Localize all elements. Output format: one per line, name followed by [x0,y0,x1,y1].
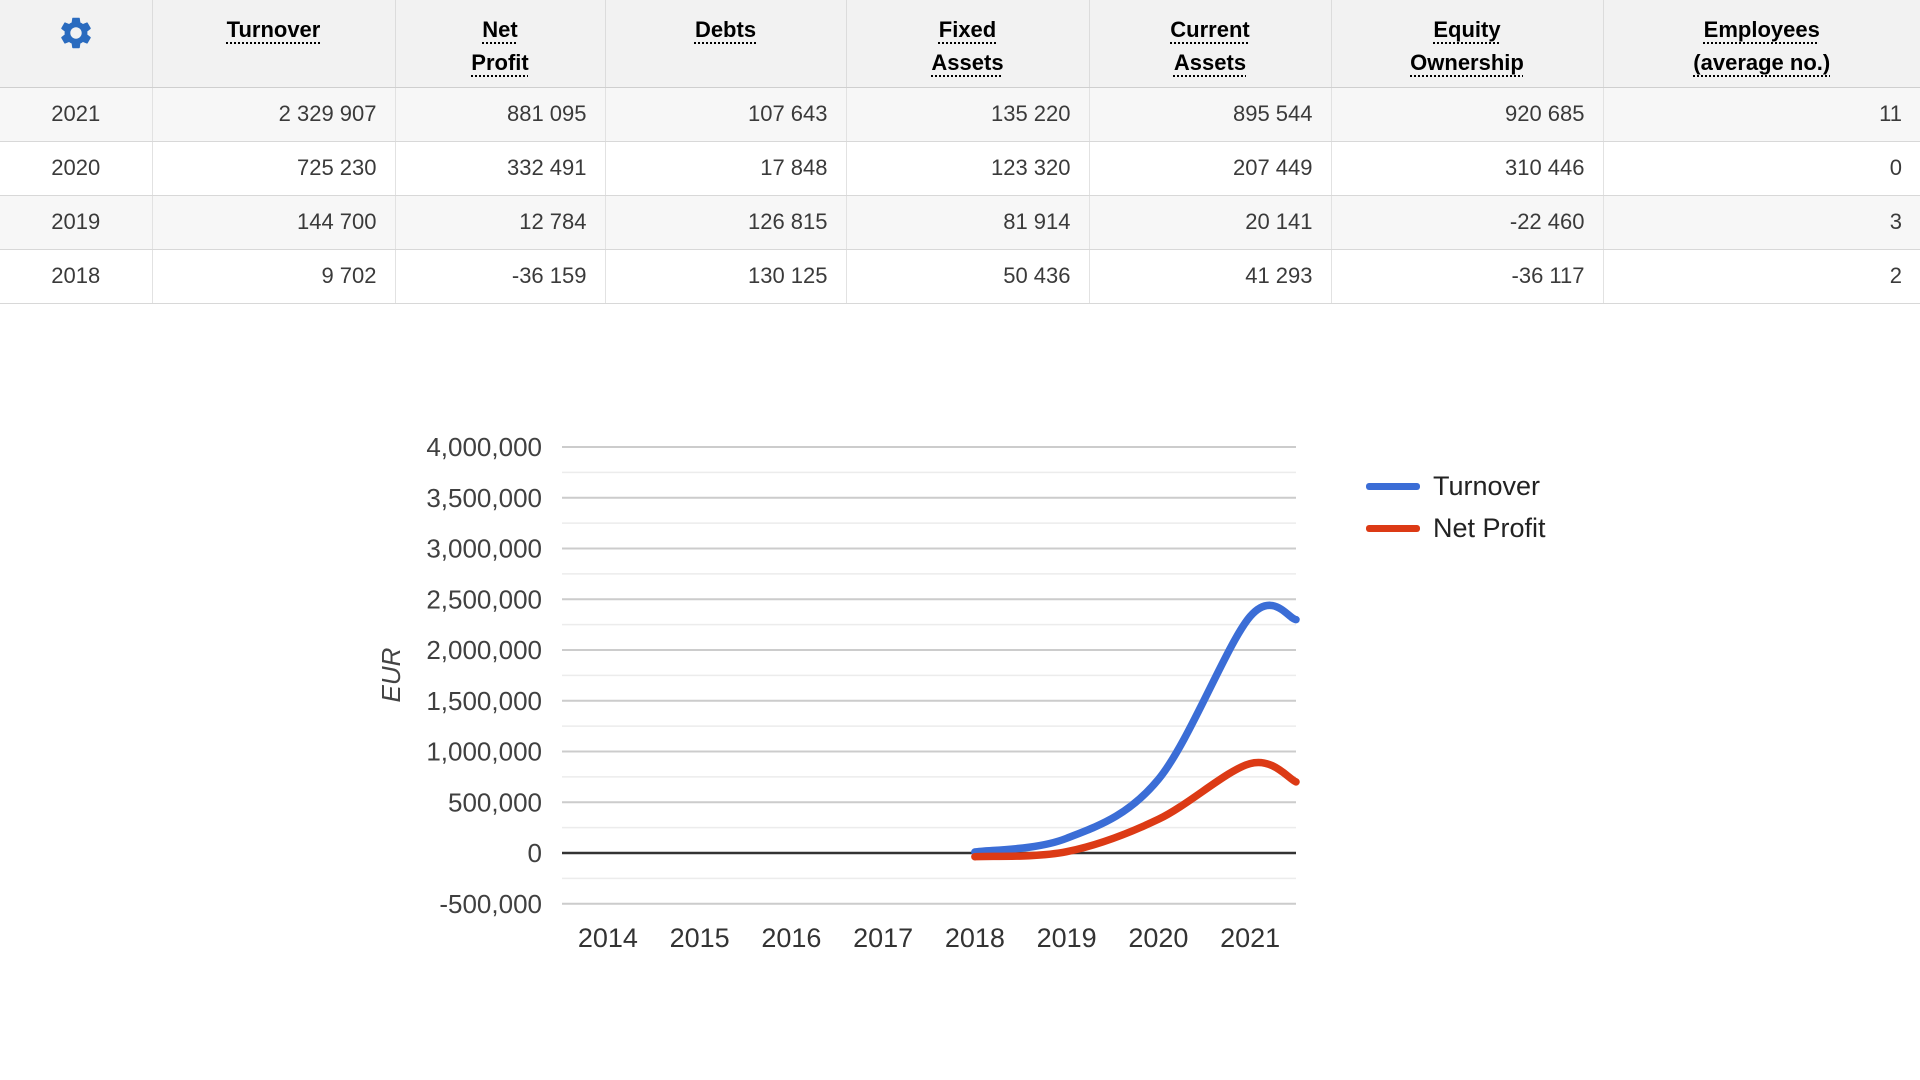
value-cell: 207 449 [1089,141,1332,196]
eur-axis-label: EUR [376,648,406,703]
y-axis-tick-label: 1,000,000 [426,737,542,767]
value-cell: 9 702 [152,249,396,304]
legend-item-turnover[interactable]: Turnover [1366,469,1546,503]
value-cell: 135 220 [846,87,1090,142]
x-axis-tick-label: 2017 [853,923,913,953]
financials-table: Turnover Net Profit Debts Fixed Assets Curre… [0,0,1920,304]
y-axis-tick-label: 2,500,000 [426,584,542,614]
value-cell: 41 293 [1089,249,1332,304]
x-axis-tick-label: 2019 [1037,923,1097,953]
legend-item-net-profit[interactable]: Net Profit [1366,511,1546,545]
value-cell: 12 784 [395,195,606,250]
value-cell: -22 460 [1331,195,1604,250]
column-header: Equity Ownership [1331,0,1604,88]
value-cell: 107 643 [605,87,847,142]
value-cell: 895 544 [1089,87,1332,142]
year-cell: 2018 [0,249,153,304]
value-cell: 725 230 [152,141,396,196]
table-row: 2018 9 702 -36 159 130 125 50 436 41 293 -36 1… [0,249,1920,304]
y-axis-tick-label: 500,000 [448,787,542,817]
value-cell: 881 095 [395,87,606,142]
column-header: Turnover [152,0,396,88]
turnover-line[interactable] [971,601,1300,856]
legend-label-net-profit: Net Profit [1433,512,1546,543]
column-header: Current Assets [1089,0,1332,88]
year-cell: 2019 [0,195,153,250]
column-header: Fixed Assets [846,0,1090,88]
table-row: 2021 2 329 907 881 095 107 643 135 220 895 54… [0,87,1920,142]
value-cell: 310 446 [1331,141,1604,196]
x-axis-tick-label: 2016 [761,923,821,953]
column-header-label[interactable]: Equity Ownership [1410,17,1524,75]
chart-legend: Turnover Net Profit [1366,469,1546,553]
value-cell: 144 700 [152,195,396,250]
y-axis-tick-label: -500,000 [439,889,542,919]
y-axis-tick-label: 0 [528,838,542,868]
financials-chart: -500,000 0 500,000 1,000,000 1,500,000 2,000,… [340,420,1900,1020]
turnover-line-swatch [1366,482,1420,490]
column-header: Employees (average no.) [1603,0,1920,88]
value-cell: 126 815 [605,195,847,250]
y-axis-tick-label: 3,500,000 [426,483,542,513]
column-header-label[interactable]: Fixed Assets [931,17,1004,75]
column-header-label[interactable]: Current Assets [1170,17,1250,75]
table-row: 2019 144 700 12 784 126 815 81 914 20 141 -22 … [0,195,1920,250]
y-axis-tick-label: 4,000,000 [426,432,542,462]
value-cell: -36 117 [1331,249,1604,304]
value-cell: -36 159 [395,249,606,304]
value-cell: 0 [1603,141,1920,196]
x-axis-tick-label: 2014 [578,923,638,953]
y-axis-tick-label: 1,500,000 [426,686,542,716]
column-header-label[interactable]: Net Profit [471,17,529,75]
table-header-row: Turnover Net Profit Debts Fixed Assets Curre… [0,0,1920,88]
value-cell: 123 320 [846,141,1090,196]
value-cell: 81 914 [846,195,1090,250]
value-cell: 20 141 [1089,195,1332,250]
gear-icon[interactable] [57,14,95,52]
column-header: Debts [605,0,847,88]
year-cell: 2020 [0,141,153,196]
y-axis-tick-label: 3,000,000 [426,534,542,564]
x-axis-tick-label: 2021 [1220,923,1280,953]
column-header-label[interactable]: Debts [694,17,757,42]
x-axis-tick-label: 2018 [945,923,1005,953]
legend-label-turnover: Turnover [1433,470,1541,501]
value-cell: 2 329 907 [152,87,396,142]
value-cell: 11 [1603,87,1920,142]
table-row: 2020 725 230 332 491 17 848 123 320 207 449 31… [0,141,1920,196]
x-axis-tick-label: 2015 [670,923,730,953]
y-axis-tick-label: 2,000,000 [426,635,542,665]
net-profit-line-swatch [1366,524,1420,532]
net-profit-line[interactable] [971,758,1300,861]
settings-header-cell[interactable] [0,0,153,88]
value-cell: 130 125 [605,249,847,304]
value-cell: 920 685 [1331,87,1604,142]
value-cell: 50 436 [846,249,1090,304]
column-header-label[interactable]: Employees (average no.) [1693,17,1831,75]
column-header: Net Profit [395,0,606,88]
column-header-label[interactable]: Turnover [226,17,321,42]
value-cell: 17 848 [605,141,847,196]
x-axis-tick-label: 2020 [1128,923,1188,953]
value-cell: 332 491 [395,141,606,196]
value-cell: 3 [1603,195,1920,250]
year-cell: 2021 [0,87,153,142]
value-cell: 2 [1603,249,1920,304]
line-chart-canvas: -500,000 0 500,000 1,000,000 1,500,000 2,000,… [376,432,1300,953]
